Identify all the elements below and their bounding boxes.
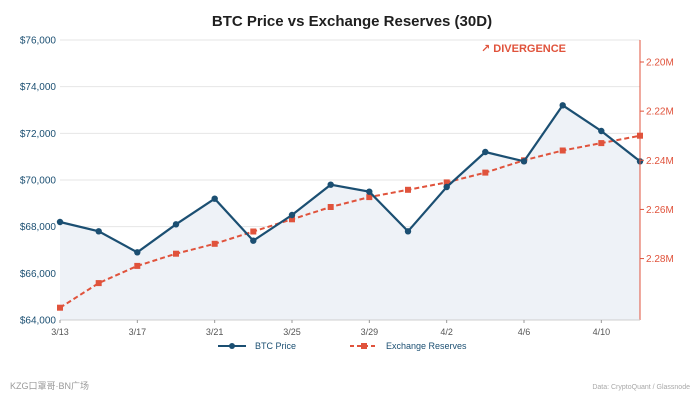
reserves-point [443,179,450,186]
reserves-point [482,169,489,176]
reserves-point [57,304,63,311]
price-area-fill [60,105,640,320]
price-point [134,249,141,256]
y-left-tick-label: $70,000 [20,176,57,187]
x-tick-label: 3/17 [129,327,147,337]
y-right-tick-label: 2.24M [646,156,674,167]
x-tick-label: 3/29 [361,327,379,337]
reserves-point [173,250,179,257]
price-point [250,237,257,244]
price-point [482,148,489,156]
reserves-point [598,140,605,147]
y-left-tick-label: $72,000 [20,129,57,140]
reserves-point [211,240,218,247]
legend-reserves-label: Exchange Reserves [386,341,467,351]
y-left-tick-label: $74,000 [20,82,57,93]
y-right-tick-label: 2.26M [646,205,674,216]
axis-layer: $64,000 $66,000 $68,000 $70,000 $72,000 $74,0… [20,36,674,338]
source-credit: Data: CryptoQuant / Glassnode [592,384,690,391]
price-point [366,188,373,195]
reserves-point [134,262,141,269]
y-left-tick-label: $76,000 [20,36,57,47]
x-tick-label: 3/25 [283,327,301,337]
watermark-text: KZG口罩哥·BN广场 [10,380,89,391]
price-point [443,183,450,191]
y-right-tick-label: 2.28M [646,254,674,265]
y-right-tick-label: 2.22M [646,107,674,118]
legend-reserves-marker [361,343,367,349]
reserves-point [327,204,334,210]
price-point [172,221,180,228]
price-point [327,181,334,188]
legend-item-reserves[interactable]: Exchange Reserves [350,341,467,351]
price-point [95,228,102,235]
divergence-annotation: ↗ DIVERGENCE [481,43,566,55]
price-point [598,127,605,135]
x-tick-label: 4/10 [593,327,611,337]
x-tick-label: 3/21 [206,327,224,337]
x-tick-label: 3/13 [51,327,69,337]
reserves-point [559,147,566,154]
legend-price-label: BTC Price [255,341,296,351]
reserves-point [250,228,257,235]
legend-price-marker [229,343,235,349]
x-tick-label: 4/2 [440,327,453,337]
x-tick-label: 4/6 [518,327,531,337]
chart-title: BTC Price vs Exchange Reserves (30D) [212,13,492,30]
reserves-series-line [59,134,641,309]
reserves-point [95,280,102,287]
reserves-point [366,194,373,201]
area-layer [60,105,640,320]
legend-item-price[interactable]: BTC Price [218,341,296,351]
reserves-point [405,186,411,193]
price-point [288,211,296,219]
legend: BTC Price Exchange Reserves [218,341,467,351]
price-series-line [59,103,641,254]
price-point [520,158,528,165]
price-point [56,218,64,226]
price-point [559,102,566,109]
y-left-tick-label: $64,000 [20,316,57,327]
price-point [404,228,412,235]
y-left-tick-label: $68,000 [20,222,57,233]
y-right-tick-label: 2.20M [646,58,674,69]
reserves-point [289,216,295,223]
price-point [211,195,218,202]
y-left-tick-label: $66,000 [20,269,57,280]
